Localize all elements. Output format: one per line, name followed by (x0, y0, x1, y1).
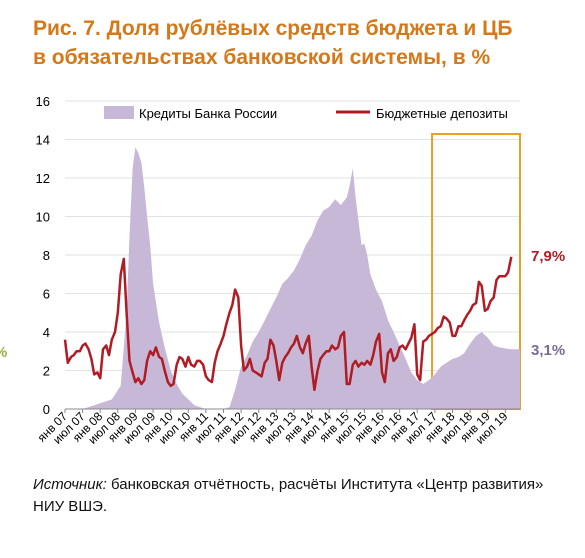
legend-label-budget-deposits: Бюджетные депозиты (376, 106, 508, 121)
series-line-budget-deposits (63, 256, 513, 392)
end-label-cb-credits: 3,1% (531, 342, 565, 359)
y-tick-label: 14 (36, 133, 50, 148)
y-tick-label: 4 (43, 325, 50, 340)
y-tick-label: 0 (43, 402, 50, 417)
clipped-left-label: % (0, 344, 7, 361)
source-label: Источник: (33, 476, 107, 493)
end-label-budget-deposits: 7,9% (531, 248, 565, 265)
chart-title-line-2: в обязательствах банковской системы, в % (33, 46, 491, 69)
y-tick-label: 10 (36, 210, 50, 225)
y-axis-ticks: 0 2 4 6 8 10 12 14 16 (36, 94, 50, 417)
y-tick-label: 12 (36, 171, 50, 186)
y-tick-label: 6 (43, 287, 50, 302)
y-tick-label: 8 (43, 248, 50, 263)
y-tick-label: 2 (43, 364, 50, 379)
legend-swatch-cb-credits (104, 106, 134, 119)
source-text: банковская отчётность, расчёты Института… (33, 476, 544, 515)
source-note: Источник: банковская отчётность, расчёты… (33, 474, 553, 518)
y-tick-label: 16 (36, 94, 50, 109)
series-area-cb-credits (65, 147, 520, 409)
line-series-layer (63, 256, 513, 392)
area-series-layer (65, 147, 520, 409)
chart-title: Рис. 7. Доля рублёвых средств бюджета и … (33, 14, 573, 72)
legend: Кредиты Банка России Бюджетные депозиты (104, 106, 508, 121)
chart-title-line-1: Рис. 7. Доля рублёвых средств бюджета и … (33, 17, 513, 40)
legend-label-cb-credits: Кредиты Банка России (139, 106, 277, 121)
